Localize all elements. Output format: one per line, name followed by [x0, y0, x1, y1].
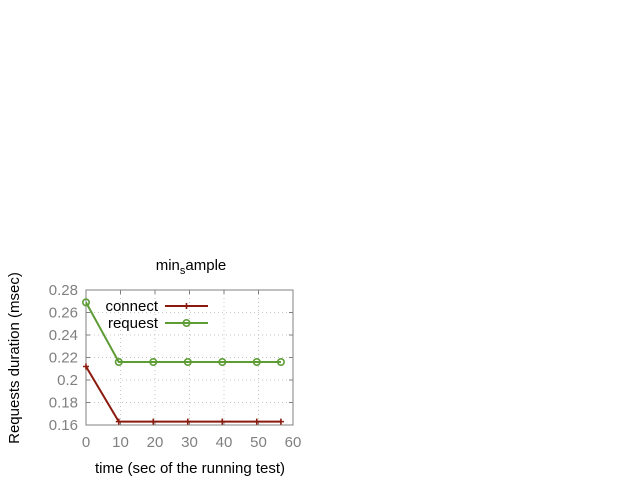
data-point-plus	[184, 418, 191, 425]
series-layer	[82, 298, 285, 425]
x-tick-label: 10	[112, 434, 129, 451]
data-point-plus	[83, 363, 89, 370]
data-point-circle	[252, 357, 261, 366]
series-request	[82, 298, 285, 366]
grid-layer	[86, 290, 293, 425]
x-tick-label: 40	[216, 434, 233, 451]
data-point-plus	[115, 418, 122, 425]
x-axis-title: time (sec of the running test)	[95, 460, 285, 477]
legend-item-connect: connect	[105, 298, 208, 315]
data-point-circle	[149, 357, 158, 366]
x-tick-label: 0	[82, 434, 90, 451]
legend-label: connect	[105, 298, 158, 315]
x-tick-label: 30	[181, 434, 198, 451]
y-tick-label: 0.16	[49, 417, 78, 434]
data-point-circle	[82, 298, 91, 307]
y-tick-label: 0.22	[49, 350, 78, 367]
x-tick-label: 60	[285, 434, 302, 451]
legend-label: request	[108, 315, 159, 332]
data-point-circle	[183, 357, 192, 366]
data-point-plus	[150, 418, 157, 425]
data-point-plus	[219, 418, 226, 425]
data-point-plus	[183, 303, 190, 309]
data-point-circle	[182, 318, 191, 327]
y-tick-label: 0.28	[49, 282, 78, 299]
data-point-circle	[218, 357, 227, 366]
x-tick-label: 20	[147, 434, 164, 451]
series-line-request	[85, 301, 281, 363]
legend-item-request: request	[108, 315, 208, 332]
data-point-plus	[253, 418, 260, 425]
data-point-circle	[114, 357, 123, 366]
y-tick-label: 0.18	[49, 395, 78, 412]
y-tick-label: 0.26	[49, 305, 78, 322]
data-point-circle	[276, 357, 285, 366]
y-tick-label: 0.2	[57, 372, 78, 389]
x-tick-label: 50	[250, 434, 267, 451]
data-point-plus	[277, 418, 284, 425]
series-connect	[83, 363, 284, 425]
axis-layer: 0 10 20 30 40 50 60 0.16 0.18 0.2 0.22 0.24 0.26 0.28	[49, 282, 302, 451]
y-axis-title: Requests duration (msec)	[6, 272, 23, 444]
chart-title: minsample	[156, 257, 227, 277]
series-line-connect	[85, 365, 281, 423]
y-tick-label: 0.24	[49, 327, 78, 344]
